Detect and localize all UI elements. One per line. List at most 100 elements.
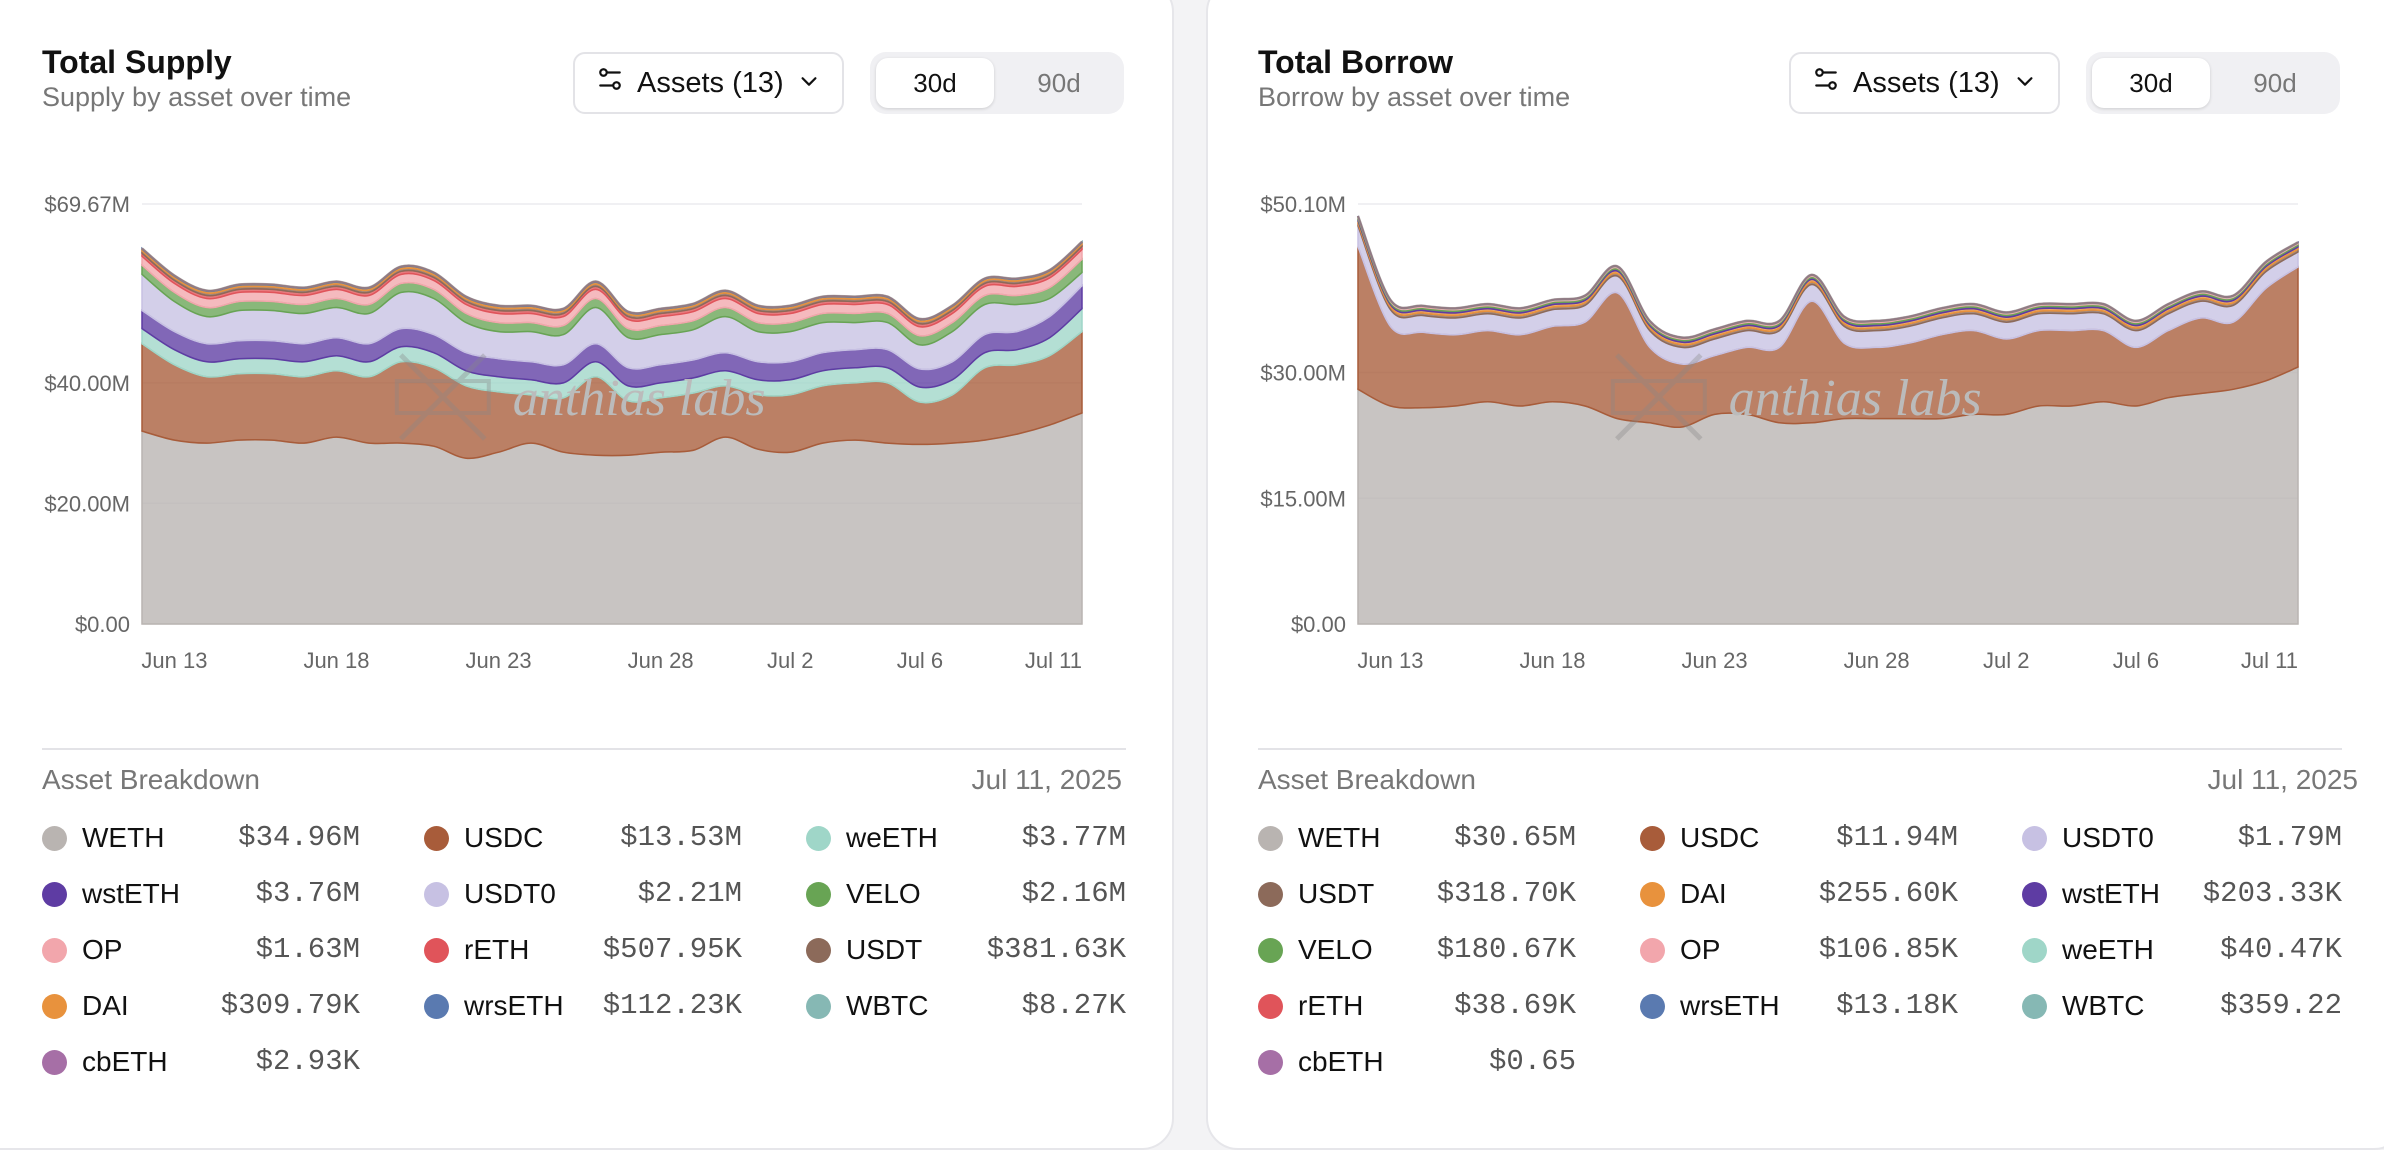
legend-asset-value: $318.70K <box>1436 877 1576 910</box>
supply-legend-item-wsteth[interactable]: wstETH $3.76M <box>42 874 360 914</box>
supply-legend-item-usdc[interactable]: USDC $13.53M <box>424 818 742 858</box>
legend-asset-name: USDC <box>1680 822 1760 853</box>
borrow-range-90d[interactable]: 90d <box>2253 67 2297 98</box>
borrow-total-line <box>1356 215 2299 339</box>
supply-legend-item-wrseth[interactable]: wrsETH $112.23K <box>424 986 742 1026</box>
supply-legend-item-dai[interactable]: DAI $309.79K <box>42 986 360 1026</box>
supply-legend-item-cbeth[interactable]: cbETH $2.93K <box>42 1042 360 1082</box>
sliders-icon <box>597 66 623 100</box>
sliders-icon <box>1813 66 1839 100</box>
supply-legend-item-wbtc[interactable]: WBTC $8.27K <box>806 986 1126 1026</box>
borrow-legend-item-dai[interactable]: DAI $255.60K <box>1640 874 1958 914</box>
supply-divider <box>42 748 1126 750</box>
borrow-legend-item-wbtc[interactable]: WBTC $359.22 <box>2022 986 2342 1026</box>
legend-swatch <box>42 937 67 963</box>
legend-asset-name: USDT0 <box>464 878 556 909</box>
legend-swatch <box>2022 937 2047 963</box>
supply-y-tick-label: $69.67M <box>44 192 130 217</box>
supply-legend-item-reth[interactable]: rETH $507.95K <box>424 930 742 970</box>
legend-asset-name: OP <box>1680 934 1721 965</box>
borrow-x-tick-label: Jul 11 <box>2241 648 2298 673</box>
borrow-x-tick-label: Jun 13 <box>1357 648 1423 673</box>
supply-breakdown-date: Jul 11, 2025 <box>971 764 1123 795</box>
legend-asset-name: DAI <box>82 990 129 1021</box>
legend-swatch <box>424 937 449 963</box>
legend-asset-name: wstETH <box>2062 878 2160 909</box>
legend-asset-value: $381.63K <box>986 933 1126 966</box>
supply-legend-item-weth[interactable]: WETH $34.96M <box>42 818 360 858</box>
borrow-assets-button[interactable]: Assets (13) <box>1789 52 2060 114</box>
supply-legend-item-usdt[interactable]: USDT $381.63K <box>806 930 1126 970</box>
legend-swatch <box>1640 881 1665 907</box>
legend-asset-value: $106.85K <box>1818 933 1958 966</box>
borrow-legend-item-cbeth[interactable]: cbETH $0.65 <box>1258 1042 1576 1082</box>
supply-range-30d[interactable]: 30d <box>876 58 994 108</box>
legend-swatch <box>424 993 449 1019</box>
legend-swatch <box>424 825 449 851</box>
legend-asset-value: $11.94M <box>1836 821 1958 854</box>
borrow-legend-item-velo[interactable]: VELO $180.67K <box>1258 930 1576 970</box>
legend-asset-value: $1.63M <box>255 933 360 966</box>
legend-asset-name: OP <box>82 934 123 965</box>
supply-x-tick-label: Jul 2 <box>767 648 813 673</box>
borrow-breakdown-title: Asset Breakdown <box>1258 764 1476 795</box>
supply-legend-item-velo[interactable]: VELO $2.16M <box>806 874 1126 914</box>
borrow-x-tick-label: Jun 23 <box>1682 648 1748 673</box>
legend-asset-name: VELO <box>846 878 921 909</box>
legend-asset-name: weETH <box>2062 934 2154 965</box>
supply-x-tick-label: Jun 18 <box>303 648 369 673</box>
legend-swatch <box>1640 993 1665 1019</box>
legend-asset-name: VELO <box>1298 934 1373 965</box>
legend-asset-name: rETH <box>464 934 530 965</box>
anthias-logo-icon <box>1610 353 1707 441</box>
borrow-legend-item-weth[interactable]: WETH $30.65M <box>1258 818 1576 858</box>
legend-swatch <box>424 881 449 907</box>
legend-asset-value: $30.65M <box>1454 821 1576 854</box>
legend-asset-name: USDT <box>1298 878 1375 909</box>
borrow-title: Total Borrow <box>1258 44 1453 80</box>
borrow-breakdown-date: Jul 11, 2025 <box>2207 764 2359 795</box>
legend-swatch <box>1258 825 1283 851</box>
supply-legend-item-weeth[interactable]: weETH $3.77M <box>806 818 1126 858</box>
legend-asset-value: $180.67K <box>1436 933 1576 966</box>
supply-total-line <box>141 240 1083 321</box>
borrow-legend-item-usdc[interactable]: USDC $11.94M <box>1640 818 1958 858</box>
borrow-legend: WETH $30.65M USDC $11.94M USDT0 $1.79M USDT $31… <box>1258 818 2342 1078</box>
legend-asset-name: weETH <box>846 822 938 853</box>
supply-range-90d[interactable]: 90d <box>1037 67 1081 98</box>
supply-legend-item-usdt0[interactable]: USDT0 $2.21M <box>424 874 742 914</box>
supply-x-tick-label: Jul 11 <box>1025 648 1082 673</box>
borrow-legend-item-weeth[interactable]: weETH $40.47K <box>2022 930 2342 970</box>
legend-asset-name: wstETH <box>82 878 180 909</box>
supply-x-tick-label: Jul 6 <box>897 648 943 673</box>
legend-asset-name: wrsETH <box>1680 990 1780 1021</box>
borrow-legend-item-wrseth[interactable]: wrsETH $13.18K <box>1640 986 1958 1026</box>
supply-assets-button[interactable]: Assets (13) <box>573 52 844 114</box>
borrow-y-tick-label: $50.10M <box>1260 192 1346 217</box>
borrow-legend-item-usdt0[interactable]: USDT0 $1.79M <box>2022 818 2342 858</box>
supply-title: Total Supply <box>42 44 232 80</box>
borrow-panel: Total Borrow Borrow by asset over time A… <box>1206 0 2384 1150</box>
borrow-range-30d[interactable]: 30d <box>2092 58 2210 108</box>
legend-swatch <box>806 993 831 1019</box>
legend-swatch <box>42 881 67 907</box>
legend-asset-value: $1.79M <box>2237 821 2342 854</box>
legend-asset-value: $3.76M <box>255 877 360 910</box>
legend-asset-name: WBTC <box>846 990 929 1021</box>
borrow-x-tick-label: Jun 28 <box>1844 648 1910 673</box>
borrow-legend-item-wsteth[interactable]: wstETH $203.33K <box>2022 874 2342 914</box>
borrow-legend-item-op[interactable]: OP $106.85K <box>1640 930 1958 970</box>
borrow-legend-item-reth[interactable]: rETH $38.69K <box>1258 986 1576 1026</box>
legend-asset-name: WETH <box>82 822 165 853</box>
legend-asset-value: $40.47K <box>2220 933 2342 966</box>
legend-asset-name: WETH <box>1298 822 1381 853</box>
legend-asset-name: WBTC <box>2062 990 2145 1021</box>
borrow-y-tick-label: $30.00M <box>1260 361 1346 386</box>
supply-legend-item-op[interactable]: OP $1.63M <box>42 930 360 970</box>
legend-asset-name: rETH <box>1298 990 1364 1021</box>
legend-swatch <box>806 937 831 963</box>
legend-asset-value: $112.23K <box>602 989 742 1022</box>
borrow-legend-item-usdt[interactable]: USDT $318.70K <box>1258 874 1576 914</box>
legend-swatch <box>2022 881 2047 907</box>
legend-asset-value: $2.16M <box>1021 877 1126 910</box>
